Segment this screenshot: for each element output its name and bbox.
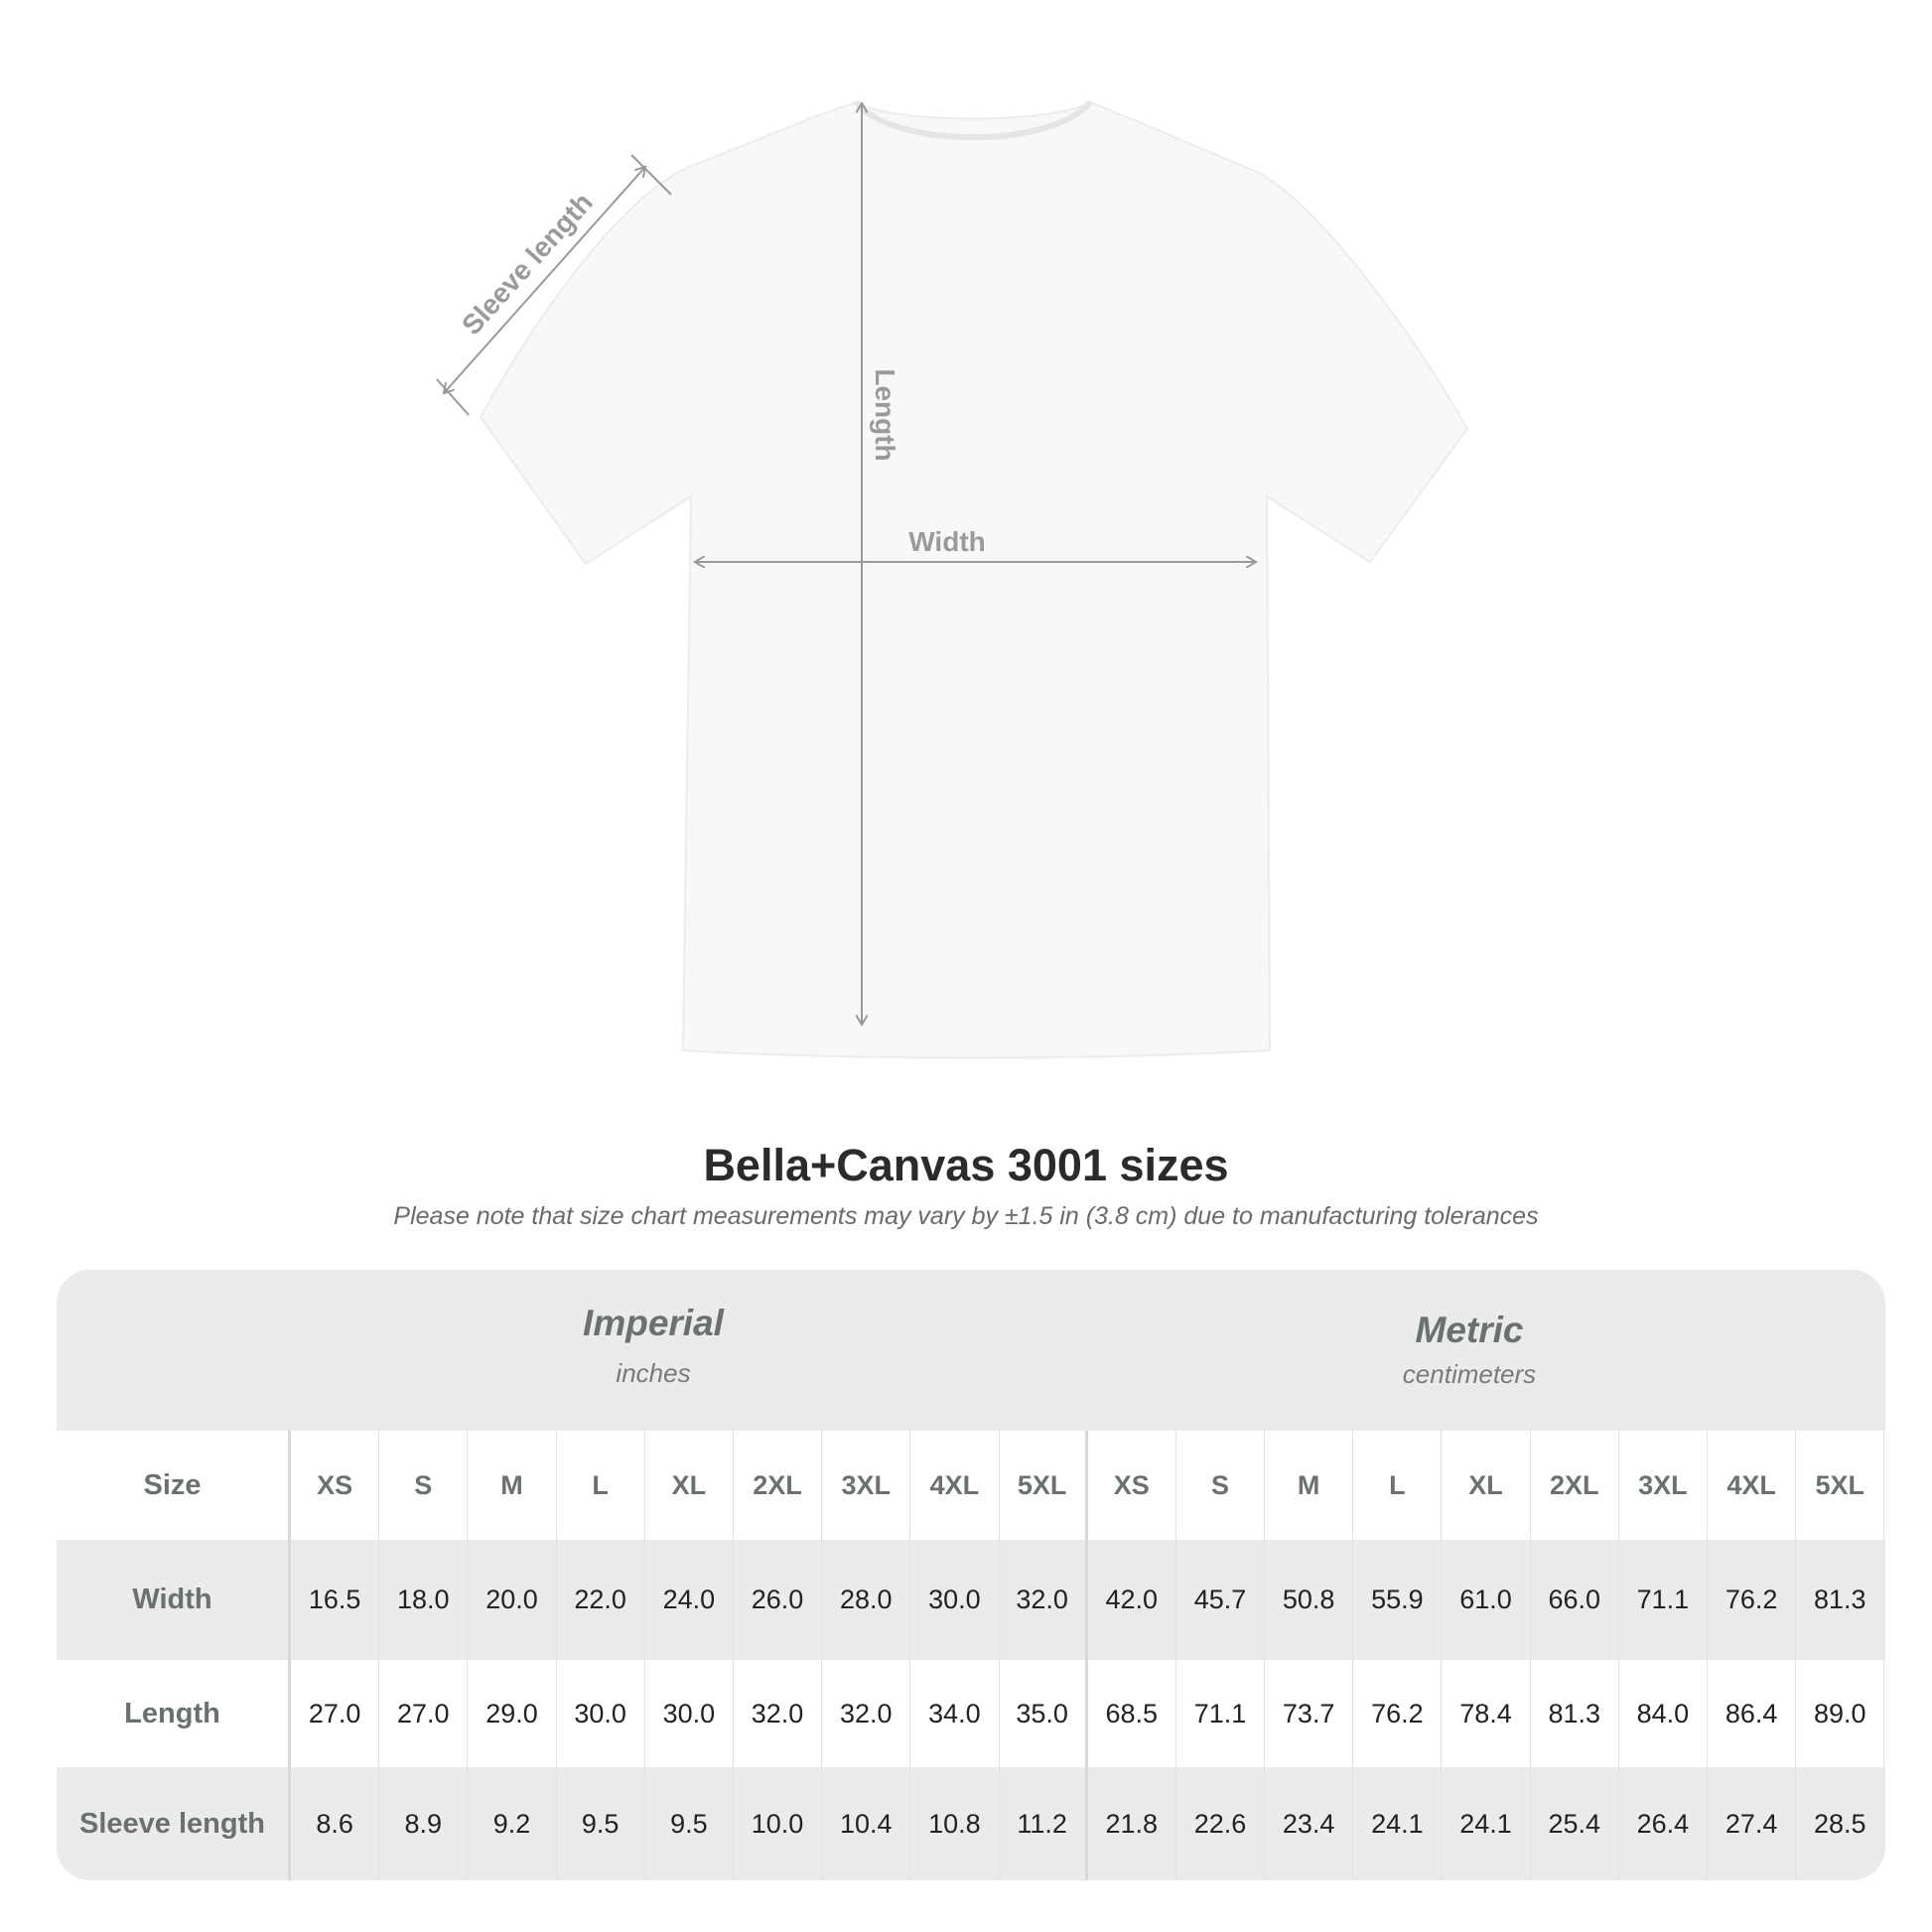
metric-cell: S [1176, 1431, 1266, 1540]
metric-cell: 84.0 [1619, 1660, 1708, 1767]
metric-cell: M [1265, 1431, 1354, 1540]
row-label: Sleeve length [57, 1767, 291, 1880]
table-row: Width 16.5 18.0 20.0 22.0 24.0 26.0 28.0 30.0 32.… [57, 1540, 1885, 1660]
metric-cell: 5XL [1796, 1431, 1885, 1540]
metric-cell: 68.5 [1088, 1660, 1176, 1767]
metric-cell: 66.0 [1531, 1540, 1619, 1660]
imperial-cell: 9.5 [645, 1767, 734, 1880]
size-table: Imperial inches Metric centimeters Size X… [57, 1270, 1885, 1880]
table-row: Length 27.0 27.0 29.0 30.0 30.0 32.0 32.0 34.0 35… [57, 1660, 1885, 1767]
metric-cell: 76.2 [1708, 1540, 1797, 1660]
imperial-cell: 29.0 [468, 1660, 557, 1767]
length-label: Length [870, 368, 900, 461]
imperial-cell: 32.0 [1000, 1540, 1088, 1660]
imperial-cell: 20.0 [468, 1540, 557, 1660]
metric-cell: 27.4 [1708, 1767, 1797, 1880]
imperial-cell: 8.9 [379, 1767, 469, 1880]
imperial-cell: 24.0 [645, 1540, 734, 1660]
metric-cell: 3XL [1619, 1431, 1708, 1540]
imperial-cell: 26.0 [734, 1540, 823, 1660]
imperial-cell: 8.6 [291, 1767, 380, 1880]
imperial-cell: 27.0 [379, 1660, 469, 1767]
imperial-cell: S [379, 1431, 469, 1540]
imperial-title: Imperial [583, 1303, 724, 1343]
metric-cell: 2XL [1531, 1431, 1619, 1540]
metric-header: Metric centimeters [1306, 1310, 1633, 1390]
imperial-cell: 9.2 [468, 1767, 557, 1880]
size-header-row: Size XS S M L XL 2XL 3XL 4XL 5XL XS S M L XL 2XL 3XL 4XL 5… [57, 1431, 1885, 1540]
unit-header: Imperial inches Metric centimeters [57, 1270, 1885, 1431]
imperial-cell: 10.8 [910, 1767, 1000, 1880]
imperial-header: Imperial inches [489, 1303, 817, 1389]
imperial-cell: 32.0 [822, 1660, 911, 1767]
imperial-cell: 28.0 [822, 1540, 911, 1660]
metric-cell: 73.7 [1265, 1660, 1354, 1767]
metric-cell: 4XL [1708, 1431, 1797, 1540]
tshirt-collar [853, 100, 1093, 141]
row-label: Size [57, 1431, 291, 1540]
metric-cell: 22.6 [1176, 1767, 1266, 1880]
imperial-cell: M [468, 1431, 557, 1540]
row-label: Length [57, 1660, 291, 1767]
imperial-cell: 32.0 [734, 1660, 823, 1767]
metric-cell: 78.4 [1442, 1660, 1531, 1767]
imperial-cell: 27.0 [291, 1660, 380, 1767]
metric-cell: 81.3 [1796, 1540, 1885, 1660]
metric-cell: XS [1088, 1431, 1176, 1540]
imperial-cell: 2XL [734, 1431, 823, 1540]
imperial-cell: 10.4 [822, 1767, 911, 1880]
imperial-unit: inches [616, 1358, 691, 1388]
metric-cell: 23.4 [1265, 1767, 1354, 1880]
imperial-cell: 22.0 [557, 1540, 645, 1660]
metric-cell: 45.7 [1176, 1540, 1266, 1660]
imperial-cell: 11.2 [1000, 1767, 1088, 1880]
metric-cell: 28.5 [1796, 1767, 1885, 1880]
sleeve-arrow [444, 167, 645, 393]
imperial-cell: 4XL [910, 1431, 1000, 1540]
imperial-cell: XL [645, 1431, 734, 1540]
imperial-cell: 35.0 [1000, 1660, 1088, 1767]
metric-cell: 81.3 [1531, 1660, 1619, 1767]
metric-cell: 89.0 [1796, 1660, 1885, 1767]
imperial-cell: 16.5 [291, 1540, 380, 1660]
imperial-cell: 34.0 [910, 1660, 1000, 1767]
metric-cell: 21.8 [1088, 1767, 1176, 1880]
metric-cell: 71.1 [1176, 1660, 1266, 1767]
table-row: Sleeve length 8.6 8.9 9.2 9.5 9.5 10.0 10.4 10.8… [57, 1767, 1885, 1880]
imperial-cell: 30.0 [645, 1660, 734, 1767]
imperial-cell: 5XL [1000, 1431, 1088, 1540]
metric-cell: 24.1 [1442, 1767, 1531, 1880]
imperial-cell: L [557, 1431, 645, 1540]
metric-cell: 61.0 [1442, 1540, 1531, 1660]
metric-cell: 71.1 [1619, 1540, 1708, 1660]
tolerance-note: Please note that size chart measurements… [393, 1202, 1539, 1230]
tshirt-diagram: Length Width Sleeve length [436, 100, 1469, 1059]
row-label: Width [57, 1540, 291, 1660]
metric-cell: 86.4 [1708, 1660, 1797, 1767]
metric-cell: 76.2 [1353, 1660, 1443, 1767]
metric-cell: XL [1442, 1431, 1531, 1540]
metric-cell: 50.8 [1265, 1540, 1354, 1660]
imperial-cell: 10.0 [734, 1767, 823, 1880]
width-label: Width [908, 526, 986, 557]
metric-cell: 42.0 [1088, 1540, 1176, 1660]
tshirt-shape [479, 100, 1469, 1059]
imperial-cell: 3XL [822, 1431, 911, 1540]
metric-cell: 24.1 [1353, 1767, 1443, 1880]
metric-cell: 25.4 [1531, 1767, 1619, 1880]
imperial-cell: 18.0 [379, 1540, 469, 1660]
imperial-cell: 30.0 [910, 1540, 1000, 1660]
chart-title: Bella+Canvas 3001 sizes [703, 1140, 1229, 1190]
imperial-cell: 30.0 [557, 1660, 645, 1767]
metric-cell: 55.9 [1353, 1540, 1443, 1660]
metric-cell: L [1353, 1431, 1443, 1540]
metric-cell: 26.4 [1619, 1767, 1708, 1880]
imperial-cell: 9.5 [557, 1767, 645, 1880]
metric-unit: centimeters [1402, 1359, 1537, 1389]
metric-title: Metric [1415, 1310, 1524, 1350]
imperial-cell: XS [291, 1431, 380, 1540]
